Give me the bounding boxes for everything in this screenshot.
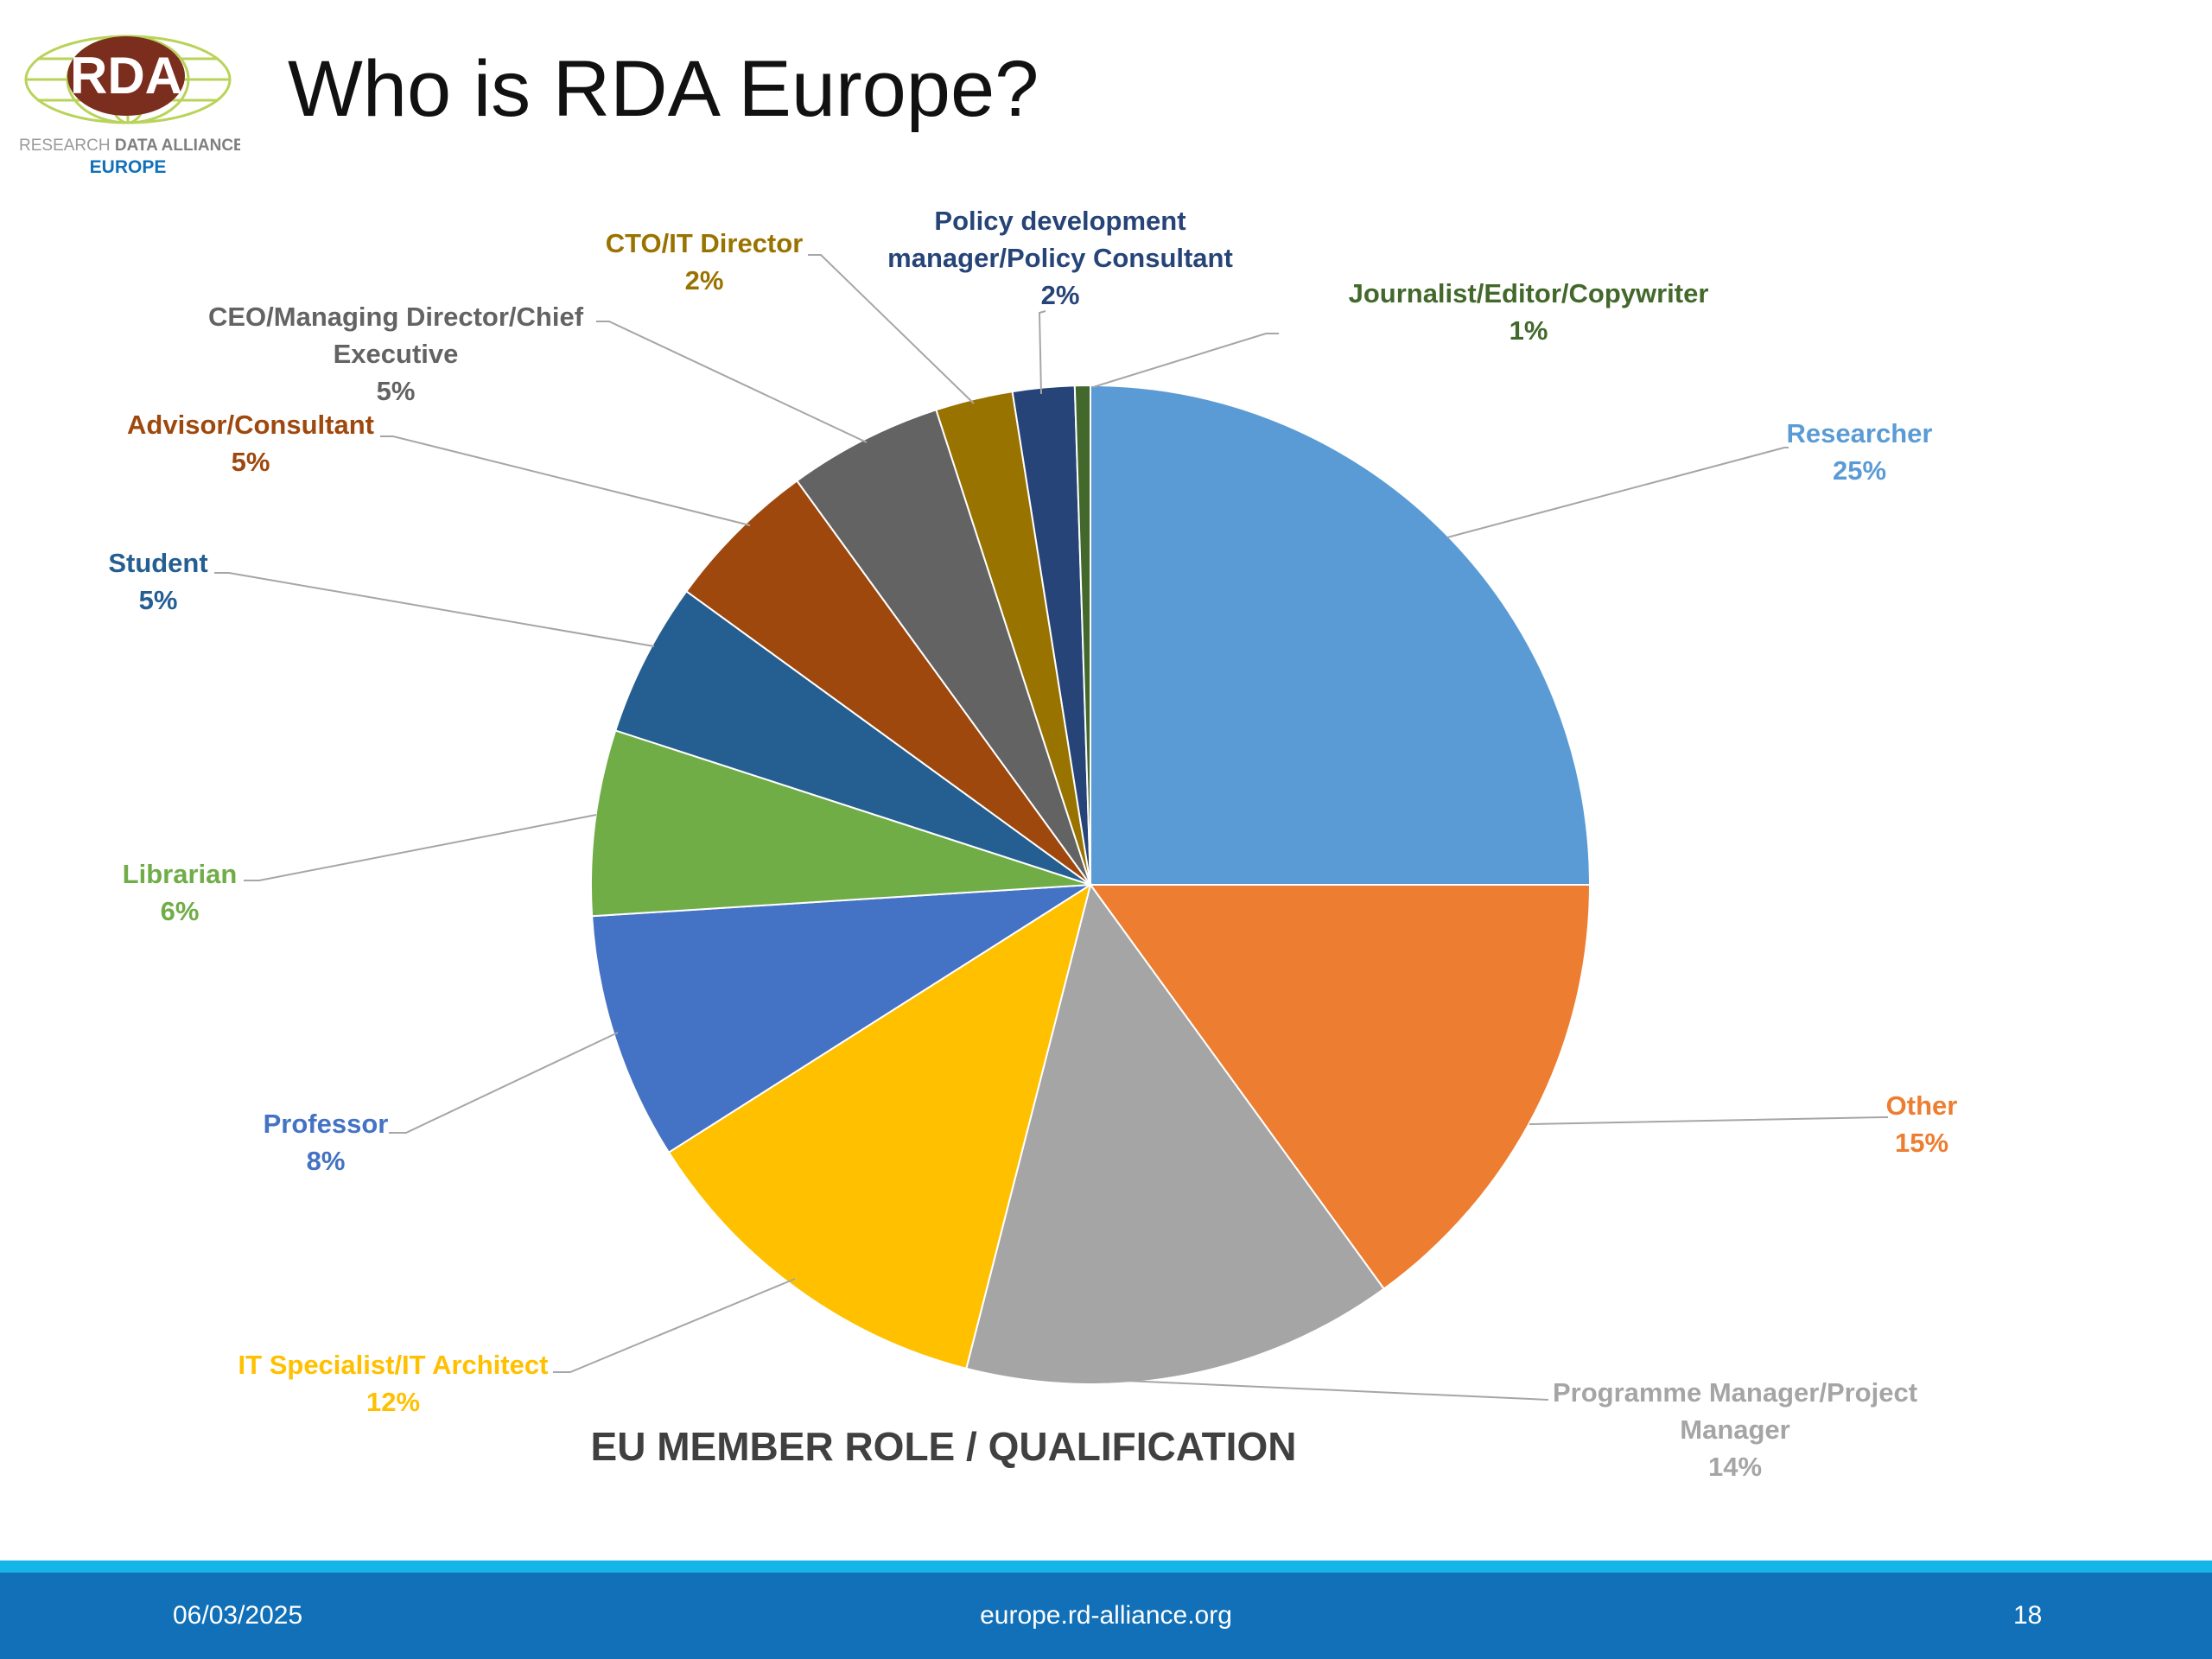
slide-title: Who is RDA Europe? [288, 45, 1039, 133]
leader-lines [214, 254, 1888, 1401]
data-label-value-journalist-editor-copywriter: 1% [1510, 315, 1548, 346]
rda-europe-logo: RDA RESEARCH DATA ALLIANCE EUROPE [19, 35, 240, 177]
leader-line-it-specialist-it-architect [553, 1278, 796, 1373]
data-label-value-programme-manager-project-manager: 14% [1708, 1452, 1762, 1482]
leader-line-student [214, 572, 655, 647]
data-label-category-librarian: Librarian [123, 859, 238, 889]
data-label-category-advisor-consultant: Advisor/Consultant [127, 410, 374, 440]
footer-date: 06/03/2025 [173, 1601, 303, 1630]
footer-url: europe.rd-alliance.org [980, 1601, 1232, 1630]
data-label-value-cto-it-director: 2% [685, 265, 724, 296]
data-label-category-researcher: Researcher [1787, 418, 1933, 448]
data-label-category-cto-it-director: CTO/IT Director [606, 228, 804, 258]
leader-line-journalist-editor-copywriter [1092, 333, 1279, 388]
leader-line-librarian [244, 814, 597, 881]
data-label-value-advisor-consultant: 5% [232, 447, 270, 477]
data-label-category-it-specialist-it-architect: IT Specialist/IT Architect [238, 1350, 549, 1380]
data-label-value-professor: 8% [307, 1146, 346, 1176]
leader-line-cto-it-director [808, 254, 975, 404]
leader-line-professor [389, 1032, 619, 1134]
logo-data-alliance: DATA ALLIANCE [115, 137, 240, 155]
data-label-category-journalist-editor-copywriter: Journalist/Editor/Copywriter [1349, 278, 1709, 308]
logo-mark: RDA [70, 47, 182, 105]
leader-line-ceo-managing-director-chief-executive [596, 321, 868, 443]
leader-line-policy-development-manager-policy-consultant [1038, 310, 1046, 395]
leader-line-advisor-consultant [380, 435, 751, 526]
leader-line-other [1529, 1116, 1888, 1125]
pie-slice-researcher [1090, 384, 1592, 886]
leader-line-researcher [1446, 447, 1789, 538]
pie-slice-advisor-consultant [685, 480, 1091, 886]
pie-slice-it-specialist-it-architect [667, 882, 1092, 1370]
logo-badge [67, 36, 185, 116]
chart-title: EU MEMBER ROLE / QUALIFICATION [591, 1424, 1297, 1469]
data-label-value-it-specialist-it-architect: 12% [366, 1387, 420, 1417]
data-label-value-student: 5% [139, 585, 178, 615]
data-label-category-ceo-managing-director-chief-executive: CEO/Managing Director/Chief [208, 302, 584, 332]
logo-europe: EUROPE [90, 157, 167, 177]
data-label-value-other: 15% [1895, 1128, 1948, 1158]
data-label-category-ceo-managing-director-chief-executive: Executive [334, 339, 459, 369]
pie-slice-programme-manager-project-manager [965, 882, 1386, 1385]
data-label-value-policy-development-manager-policy-consultant: 2% [1041, 280, 1080, 310]
pie-slice-professor [591, 884, 1091, 1154]
pie-slices [589, 384, 1592, 1385]
data-label-category-student: Student [108, 548, 207, 578]
data-label-category-programme-manager-project-manager: Manager [1680, 1414, 1789, 1445]
page-number: 18 [2013, 1601, 2043, 1630]
data-label-category-professor: Professor [264, 1109, 389, 1139]
data-labels: Researcher 25% Other 15% Programme Manager/P… [108, 206, 1957, 1482]
data-label-category-other: Other [1886, 1090, 1958, 1121]
pie-slice-other [1089, 884, 1592, 1290]
data-label-category-policy-development-manager-policy-consultant: Policy development [934, 206, 1185, 236]
leader-line-programme-manager-project-manager [1049, 1376, 1549, 1401]
logo-line1: RESEARCH DATA ALLIANCE [19, 137, 240, 155]
data-label-value-ceo-managing-director-chief-executive: 5% [377, 376, 416, 406]
data-label-category-programme-manager-project-manager: Programme Manager/Project [1553, 1377, 1917, 1408]
data-label-category-policy-development-manager-policy-consultant: manager/Policy Consultant [887, 243, 1233, 273]
logo-research: RESEARCH [19, 137, 115, 155]
footer-accent-line [0, 1560, 2212, 1573]
pie-slice-student [614, 589, 1091, 886]
pie-slice-journalist-editor-copywriter [1073, 384, 1091, 886]
footer-bar [0, 1573, 2212, 1659]
pie-slice-ceo-managing-director-chief-executive [795, 409, 1091, 886]
data-label-value-researcher: 25% [1833, 455, 1886, 486]
pie-slice-librarian [589, 729, 1091, 918]
data-label-value-librarian: 6% [161, 896, 200, 926]
